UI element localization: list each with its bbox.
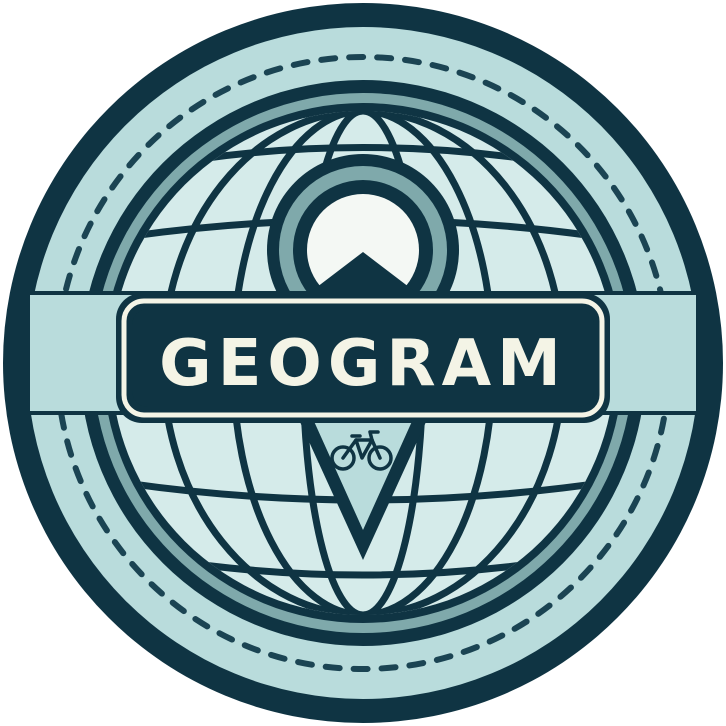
pin-mountain — [300, 252, 426, 300]
banner-plate-inner — [132, 309, 594, 407]
banner-plate-border — [121, 298, 605, 418]
banner: GEOGRAM — [26, 291, 700, 423]
bicycle-icon — [330, 430, 393, 471]
brand-name: GEOGRAM — [159, 327, 567, 401]
pin-point-fill — [308, 408, 418, 530]
